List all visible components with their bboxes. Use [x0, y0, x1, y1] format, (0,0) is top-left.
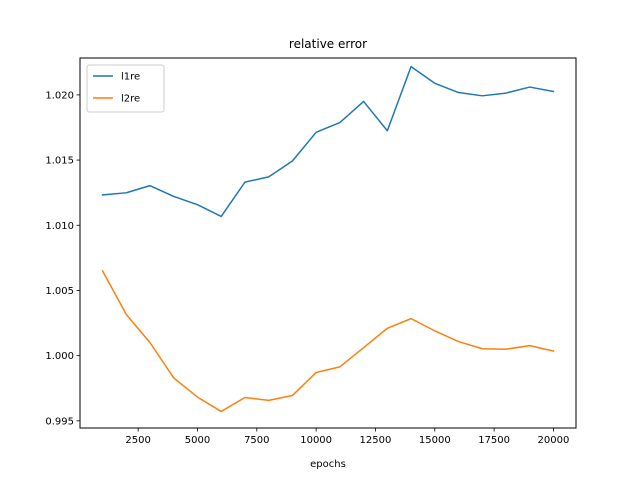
x-axis-label: epochs	[310, 459, 346, 470]
x-tick-label: 10000	[300, 435, 332, 446]
x-tick-label: 7500	[244, 435, 269, 446]
x-tick-label: 17500	[478, 435, 510, 446]
x-tick-label: 15000	[419, 435, 451, 446]
legend-label-l2re: l2re	[121, 94, 140, 105]
y-tick-label: 1.020	[45, 90, 74, 101]
y-tick-label: 1.005	[45, 286, 74, 297]
legend: l1re l2re	[86, 64, 165, 113]
axes-frame	[79, 57, 577, 429]
y-tick-label: 0.995	[45, 416, 74, 427]
series-line-l1re	[101, 65, 555, 218]
axis-ticks: 2500 5000 7500 10000 12500 15000 17500 20000 0.9…	[45, 90, 569, 446]
x-tick-label: 5000	[185, 435, 210, 446]
plot-area	[101, 65, 555, 413]
legend-label-l1re: l1re	[121, 72, 140, 83]
y-tick-label: 1.010	[45, 221, 74, 232]
x-tick-label: 20000	[538, 435, 570, 446]
chart-title: relative error	[289, 37, 367, 51]
series-line-l2re	[101, 269, 555, 413]
x-tick-label: 2500	[125, 435, 150, 446]
x-tick-label: 12500	[360, 435, 392, 446]
y-tick-label: 1.015	[45, 156, 74, 167]
y-tick-label: 1.000	[45, 351, 74, 362]
